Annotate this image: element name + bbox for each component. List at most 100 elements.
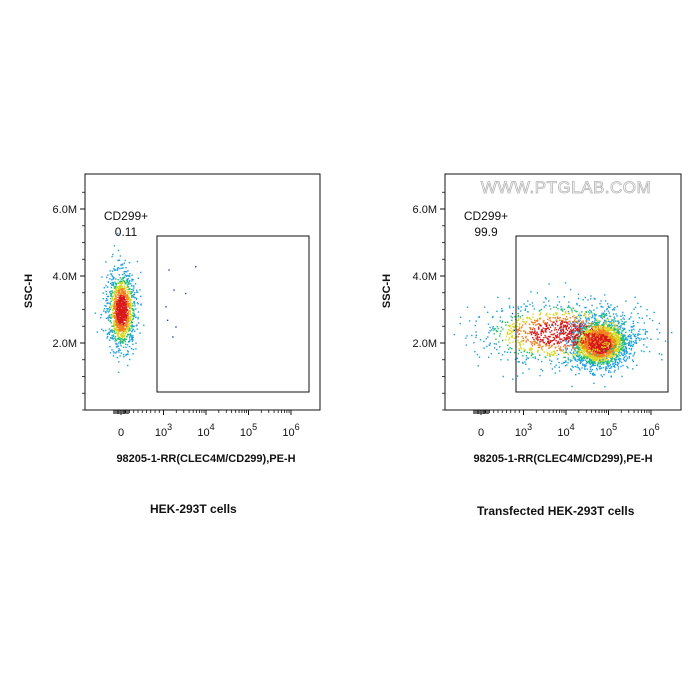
data-point: [608, 312, 611, 314]
data-point: [513, 322, 515, 325]
data-point: [523, 330, 525, 332]
data-point: [110, 295, 112, 298]
data-point: [608, 351, 610, 353]
data-point: [593, 324, 596, 326]
data-point: [597, 361, 599, 364]
data-point: [129, 333, 132, 335]
data-point: [115, 339, 118, 342]
data-point: [559, 333, 562, 335]
data-point: [576, 316, 578, 318]
data-point: [115, 322, 118, 324]
data-point: [531, 348, 534, 350]
data-point: [599, 329, 601, 331]
data-point: [610, 360, 613, 362]
data-point: [605, 339, 607, 341]
data-point: [561, 314, 563, 316]
data-point: [597, 349, 599, 352]
data-point: [119, 342, 122, 344]
data-point: [591, 364, 594, 367]
data-point: [620, 337, 622, 339]
data-point: [584, 359, 586, 361]
data-point: [632, 340, 635, 343]
data-point: [550, 340, 553, 342]
data-point: [613, 343, 615, 345]
data-point: [633, 342, 636, 344]
data-point: [598, 335, 601, 337]
data-point: [120, 340, 122, 342]
data-point: [124, 314, 126, 317]
data-point: [582, 342, 585, 344]
data-point: [518, 349, 521, 352]
data-point: [127, 300, 129, 303]
data-point: [554, 317, 556, 319]
data-point: [489, 330, 491, 332]
data-point: [106, 302, 108, 305]
data-point: [598, 330, 600, 332]
data-point: [600, 337, 603, 339]
data-point: [459, 316, 462, 318]
data-point: [117, 287, 120, 289]
data-point: [129, 333, 131, 336]
data-point: [136, 289, 138, 292]
data-point: [130, 292, 132, 294]
data-point: [113, 290, 115, 293]
data-point: [118, 319, 121, 322]
data-point: [526, 338, 529, 341]
data-point: [119, 310, 121, 313]
data-point: [594, 361, 596, 363]
data-point: [621, 320, 623, 323]
data-point: [530, 332, 532, 334]
data-point: [583, 336, 585, 338]
data-point: [113, 245, 116, 247]
data-point: [598, 315, 600, 317]
data-point: [589, 357, 591, 360]
data-point: [590, 339, 592, 341]
data-point: [111, 325, 113, 327]
data-point: [119, 290, 121, 293]
data-point: [610, 341, 613, 343]
data-point: [606, 350, 609, 352]
data-point: [580, 347, 582, 350]
data-point: [537, 344, 539, 346]
data-point: [622, 344, 624, 346]
data-point: [610, 337, 613, 340]
data-point: [578, 327, 581, 329]
data-point: [582, 345, 585, 347]
data-point: [118, 304, 120, 306]
data-point: [111, 335, 113, 337]
data-point: [572, 366, 574, 368]
data-point: [560, 324, 562, 326]
data-point: [125, 323, 127, 325]
data-point: [592, 363, 595, 365]
data-point: [118, 288, 120, 290]
data-point: [545, 323, 547, 325]
data-point: [621, 333, 623, 335]
data-point: [107, 332, 110, 334]
data-point: [604, 357, 606, 359]
data-point: [498, 335, 501, 337]
data-point: [601, 317, 603, 319]
data-point: [596, 347, 599, 350]
data-point: [121, 331, 124, 334]
data-point: [605, 314, 607, 316]
data-point: [564, 337, 566, 339]
data-point: [624, 328, 626, 331]
data-point: [568, 340, 570, 342]
data-point: [597, 320, 600, 322]
data-point: [117, 324, 120, 326]
data-point: [611, 346, 614, 349]
data-point: [477, 365, 479, 367]
data-point: [136, 324, 138, 326]
data-point: [576, 339, 578, 341]
data-point: [630, 312, 633, 314]
data-point: [600, 351, 602, 353]
data-point: [110, 290, 112, 293]
data-point: [125, 286, 128, 288]
data-point: [598, 322, 600, 324]
data-point: [613, 352, 616, 355]
data-point: [536, 292, 539, 294]
data-point: [168, 269, 170, 271]
data-point: [549, 319, 551, 322]
data-point: [118, 337, 120, 339]
data-point: [530, 355, 532, 357]
